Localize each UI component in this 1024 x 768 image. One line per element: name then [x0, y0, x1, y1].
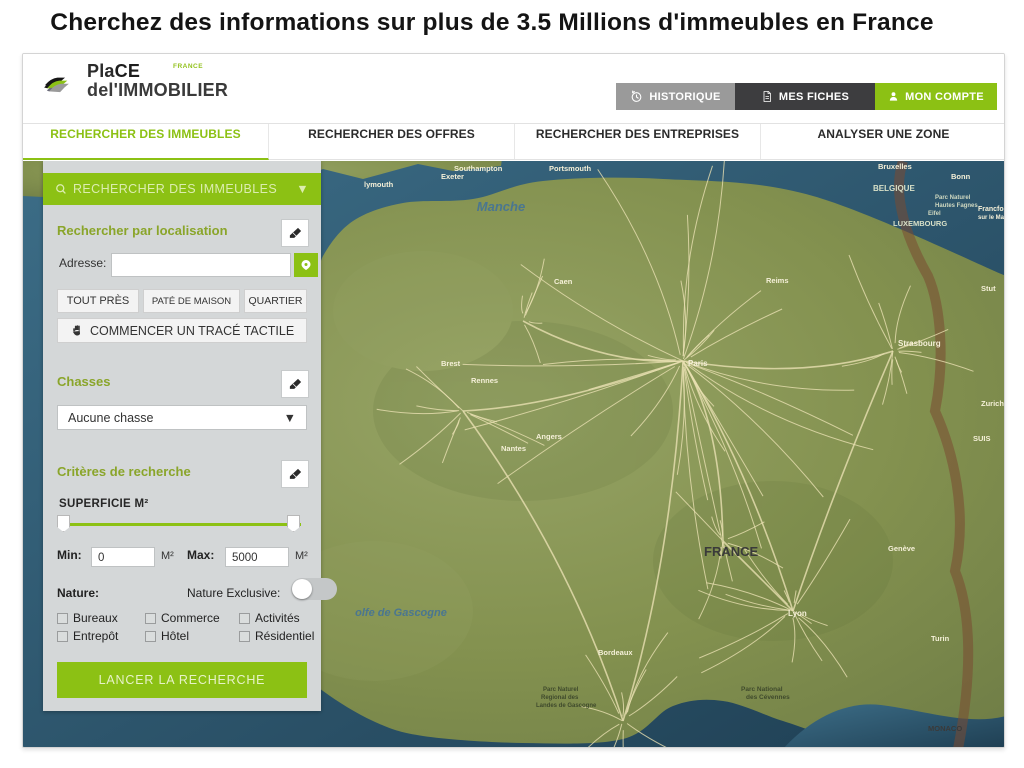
svg-text:Francfort: Francfort	[978, 206, 1005, 213]
svg-text:Caen: Caen	[554, 277, 573, 286]
svg-text:Zurich: Zurich	[981, 399, 1004, 408]
svg-text:des Cévennes: des Cévennes	[746, 694, 790, 701]
svg-text:Portsmouth: Portsmouth	[549, 164, 592, 173]
svg-text:Turin: Turin	[931, 634, 950, 643]
svg-text:Parc National: Parc National	[741, 686, 783, 693]
svg-text:Brest: Brest	[441, 359, 461, 368]
svg-text:Lyon: Lyon	[788, 609, 807, 618]
svg-text:Hautes Fagnes: Hautes Fagnes	[935, 203, 978, 209]
svg-text:Regional des: Regional des	[541, 695, 579, 701]
svg-text:Genève: Genève	[888, 544, 915, 553]
svg-text:Stut: Stut	[981, 284, 996, 293]
svg-text:Paris: Paris	[688, 359, 708, 368]
svg-text:Strasbourg: Strasbourg	[898, 339, 941, 348]
svg-text:Bonn: Bonn	[951, 172, 971, 181]
svg-text:LUXEMBOURG: LUXEMBOURG	[893, 219, 947, 228]
svg-text:Parc Naturel: Parc Naturel	[543, 687, 579, 693]
svg-text:Rennes: Rennes	[471, 376, 498, 385]
svg-text:Bruxelles: Bruxelles	[878, 162, 912, 171]
svg-text:Manche: Manche	[477, 199, 525, 214]
svg-text:Parc Naturel: Parc Naturel	[935, 195, 971, 201]
svg-text:Eifel: Eifel	[928, 211, 941, 217]
svg-text:Landes de Gascogne: Landes de Gascogne	[536, 703, 597, 709]
svg-text:Reims: Reims	[766, 276, 789, 285]
svg-text:BELGIQUE: BELGIQUE	[873, 184, 915, 193]
svg-text:Nantes: Nantes	[501, 444, 526, 453]
svg-text:Bordeaux: Bordeaux	[598, 648, 633, 657]
svg-text:sur le Main: sur le Main	[978, 215, 1005, 221]
svg-text:lymouth: lymouth	[364, 180, 394, 189]
svg-text:Exeter: Exeter	[441, 172, 464, 181]
svg-text:olfe de Gascogne: olfe de Gascogne	[355, 607, 447, 619]
svg-text:MONACO: MONACO	[928, 724, 962, 733]
svg-text:SUIS: SUIS	[973, 434, 991, 443]
svg-text:FRANCE: FRANCE	[704, 544, 758, 559]
svg-text:Angers: Angers	[536, 432, 562, 441]
